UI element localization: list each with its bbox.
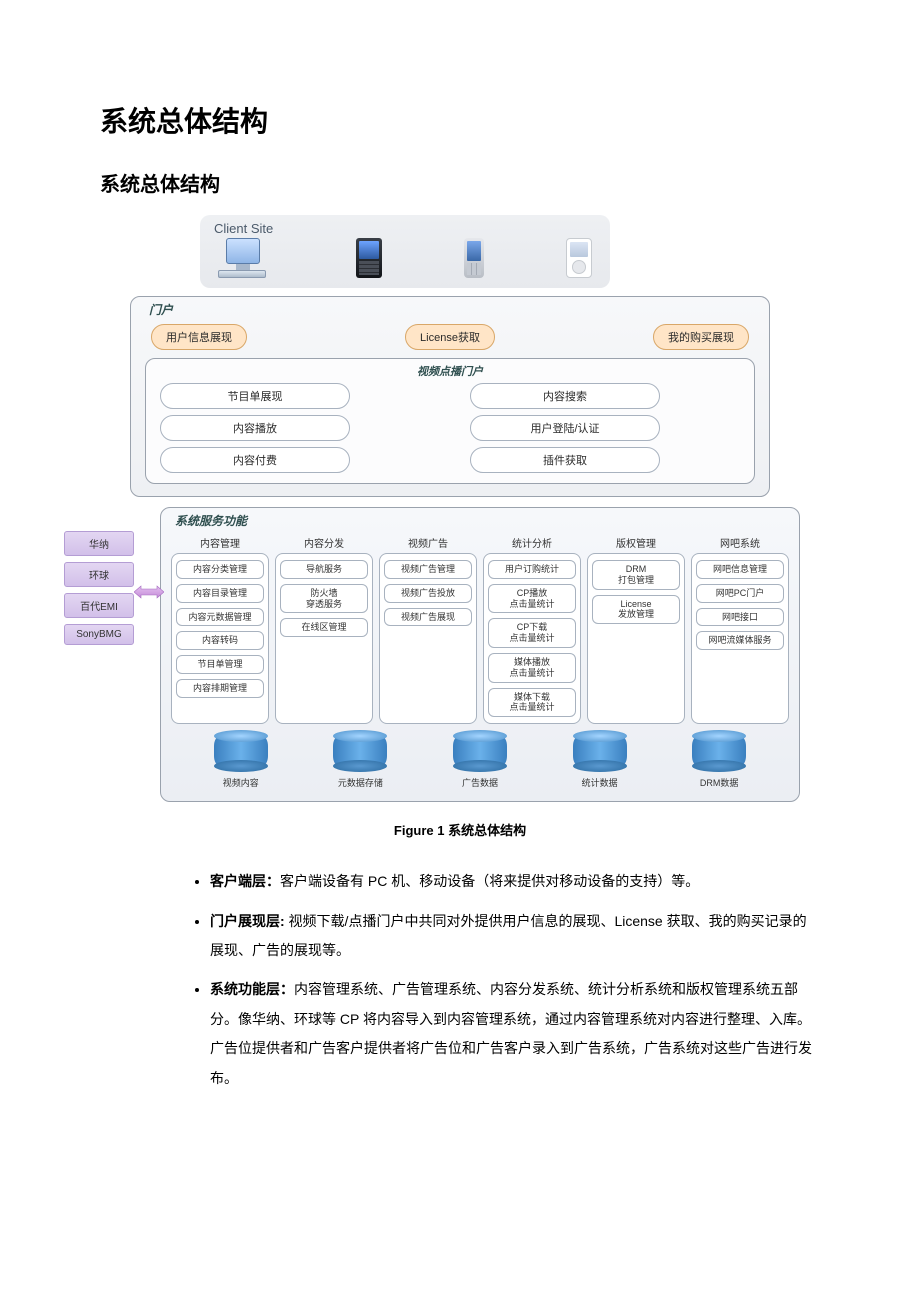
cp-item: 百代EMI bbox=[64, 593, 134, 618]
svc-item: 用户订购统计 bbox=[488, 560, 576, 579]
client-site-layer: Client Site bbox=[200, 215, 610, 288]
cp-item: SonyBMG bbox=[64, 624, 134, 645]
svc-column-box: 内容分类管理内容目录管理内容元数据管理内容转码节目单管理内容排期管理 bbox=[171, 553, 269, 724]
database-label: DRM数据 bbox=[700, 776, 739, 789]
svc-item: 内容分类管理 bbox=[176, 560, 264, 579]
bidirectional-arrow-icon bbox=[134, 585, 164, 599]
phone-icon bbox=[464, 238, 484, 278]
svc-column-box: 用户订购统计 CP播放点击量统计 CP下载点击量统计媒体播放点击量统计媒体下载点击量… bbox=[483, 553, 581, 724]
svc-column-header: 视频广告 bbox=[379, 535, 477, 550]
svc-column-header: 统计分析 bbox=[483, 535, 581, 550]
database-icon: 视频内容 bbox=[214, 736, 268, 789]
cp-item: 华纳 bbox=[64, 531, 134, 556]
pc-icon bbox=[218, 238, 274, 278]
vod-item: 内容播放 bbox=[160, 415, 350, 441]
services-layer: 系统服务功能 内容管理内容分类管理内容目录管理内容元数据管理内容转码节目单管理内… bbox=[160, 507, 800, 802]
cp-item: 环球 bbox=[64, 562, 134, 587]
client-site-label: Client Site bbox=[214, 221, 596, 236]
database-icon: DRM数据 bbox=[692, 736, 746, 789]
svc-item: 导航服务 bbox=[280, 560, 368, 579]
svc-item: 节目单管理 bbox=[176, 655, 264, 674]
svc-column-header: 内容管理 bbox=[171, 535, 269, 550]
vod-portal-title: 视频点播门户 bbox=[160, 363, 740, 379]
vod-item: 节目单展现 bbox=[160, 383, 350, 409]
svc-item: 视频广告管理 bbox=[384, 560, 472, 579]
pda-icon bbox=[356, 238, 382, 278]
svc-item: CP播放点击量统计 bbox=[488, 584, 576, 614]
database-label: 视频内容 bbox=[223, 776, 259, 789]
vod-item: 插件获取 bbox=[470, 447, 660, 473]
section-title: 系统总体结构 bbox=[100, 168, 820, 197]
svc-item: 防火墙穿透服务 bbox=[280, 584, 368, 614]
database-icon: 元数据存储 bbox=[333, 736, 387, 789]
svc-item: 网吧PC门户 bbox=[696, 584, 784, 603]
svc-column-box: DRM打包管理 License发放管理 bbox=[587, 553, 685, 724]
portal-top-pill: 用户信息展现 bbox=[151, 324, 247, 350]
database-label: 广告数据 bbox=[462, 776, 498, 789]
vod-item: 用户登陆/认证 bbox=[470, 415, 660, 441]
bullet-services: 系统功能层：内容管理系统、广告管理系统、内容分发系统、统计分析系统和版权管理系统… bbox=[210, 975, 820, 1093]
vod-portal: 视频点播门户 节目单展现 内容搜索 内容播放 用户登陆/认证 内容付费 插件获取 bbox=[145, 358, 755, 484]
figure-caption: Figure 1 系统总体结构 bbox=[100, 820, 820, 839]
svc-column-header: 内容分发 bbox=[275, 535, 373, 550]
svc-item: 在线区管理 bbox=[280, 618, 368, 637]
svc-item: 网吧流媒体服务 bbox=[696, 631, 784, 650]
database-icon: 统计数据 bbox=[573, 736, 627, 789]
description-list: 客户端层：客户端设备有 PC 机、移动设备（将来提供对移动设备的支持）等。 门户… bbox=[100, 867, 820, 1093]
svc-column-box: 视频广告管理视频广告投放视频广告展现 bbox=[379, 553, 477, 724]
client-devices bbox=[214, 238, 596, 278]
svc-item: 视频广告投放 bbox=[384, 584, 472, 603]
bullet-client: 客户端层：客户端设备有 PC 机、移动设备（将来提供对移动设备的支持）等。 bbox=[210, 867, 820, 896]
vod-item: 内容付费 bbox=[160, 447, 350, 473]
svc-item: 媒体下载点击量统计 bbox=[488, 688, 576, 718]
svc-item: 网吧接口 bbox=[696, 608, 784, 627]
services-title: 系统服务功能 bbox=[175, 512, 789, 529]
portal-layer: 门户 用户信息展现 License获取 我的购买展现 视频点播门户 节目单展现 … bbox=[130, 296, 770, 497]
svc-item: 内容转码 bbox=[176, 631, 264, 650]
svc-item: 内容元数据管理 bbox=[176, 608, 264, 627]
database-label: 统计数据 bbox=[582, 776, 618, 789]
svc-column-header: 网吧系统 bbox=[691, 535, 789, 550]
ipod-icon bbox=[566, 238, 592, 278]
svc-item: License发放管理 bbox=[592, 595, 680, 625]
svc-item: 视频广告展现 bbox=[384, 608, 472, 627]
portal-top-pill: License获取 bbox=[405, 324, 495, 350]
svc-item: 内容排期管理 bbox=[176, 679, 264, 698]
database-label: 元数据存储 bbox=[338, 776, 383, 789]
portal-top-pill: 我的购买展现 bbox=[653, 324, 749, 350]
svc-column-box: 导航服务防火墙穿透服务在线区管理 bbox=[275, 553, 373, 724]
portal-title: 门户 bbox=[149, 301, 755, 318]
vod-item: 内容搜索 bbox=[470, 383, 660, 409]
svc-item: DRM打包管理 bbox=[592, 560, 680, 590]
svc-column-header: 版权管理 bbox=[587, 535, 685, 550]
svc-item: 内容目录管理 bbox=[176, 584, 264, 603]
architecture-diagram: Client Site 门户 用户信息展现 License获取 我的购买展现 视… bbox=[70, 215, 790, 802]
svc-item: CP下载点击量统计 bbox=[488, 618, 576, 648]
svc-item: 媒体播放点击量统计 bbox=[488, 653, 576, 683]
svc-column-box: 网吧信息管理网吧PC门户网吧接口网吧流媒体服务 bbox=[691, 553, 789, 724]
page-title: 系统总体结构 bbox=[100, 100, 820, 140]
bullet-portal: 门户展现层: 视频下载/点播门户中共同对外提供用户信息的展现、License 获… bbox=[210, 907, 820, 966]
content-providers: 华纳 环球 百代EMI SonyBMG bbox=[64, 531, 134, 645]
svc-item: 网吧信息管理 bbox=[696, 560, 784, 579]
database-icon: 广告数据 bbox=[453, 736, 507, 789]
